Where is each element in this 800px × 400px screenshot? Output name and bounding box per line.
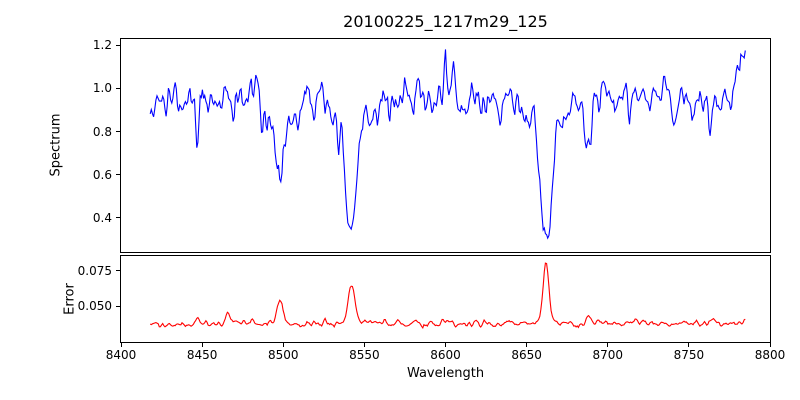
- x-tick-label: 8700: [592, 348, 624, 362]
- y-tick-mark: [116, 270, 120, 272]
- x-tick-label: 8450: [186, 348, 218, 362]
- y-tick-mark: [116, 174, 120, 176]
- x-axis-label: Wavelength: [406, 366, 485, 381]
- x-tick-label: 8500: [267, 348, 299, 362]
- error-line-plot: [149, 262, 746, 330]
- y-tick-label: 0.6: [92, 167, 112, 182]
- x-tick-label: 8550: [349, 348, 380, 362]
- x-tick-mark: [201, 343, 203, 347]
- x-tick-label: 8400: [105, 348, 137, 362]
- y-tick-mark: [116, 131, 120, 132]
- y-tick-label: 1.2: [92, 38, 112, 53]
- x-tick-mark: [120, 343, 122, 347]
- y-tick-mark: [116, 87, 120, 89]
- x-tick-label: 8800: [754, 348, 786, 362]
- x-tick-mark: [688, 343, 690, 347]
- x-tick-mark: [607, 343, 609, 347]
- x-tick-mark: [363, 343, 365, 347]
- spectrum-plot-area: [120, 38, 771, 253]
- x-tick-mark: [769, 343, 771, 347]
- y-tick-label: 1.0: [92, 81, 112, 96]
- error-plot-area: [120, 255, 771, 343]
- y-tick-label: 0.075: [77, 263, 112, 278]
- y-tick-mark: [116, 305, 120, 307]
- y-tick-label: 0.8: [92, 124, 112, 139]
- y-tick-mark: [116, 44, 120, 46]
- y-tick-label: 0.050: [77, 299, 112, 314]
- chart-title: 20100225_1217m29_125: [343, 12, 548, 31]
- x-tick-label: 8750: [673, 348, 705, 362]
- x-tick-mark: [282, 343, 284, 347]
- error-polyline: [149, 262, 746, 330]
- y-tick-mark: [116, 217, 120, 219]
- x-tick-label: 8600: [430, 348, 461, 362]
- x-tick-mark: [526, 343, 528, 347]
- spectrum-polyline: [149, 49, 746, 240]
- spectrum-line-plot: [149, 49, 746, 240]
- x-tick-label: 8650: [511, 348, 542, 362]
- x-tick-mark: [445, 343, 446, 347]
- y-tick-label: 0.4: [92, 210, 112, 225]
